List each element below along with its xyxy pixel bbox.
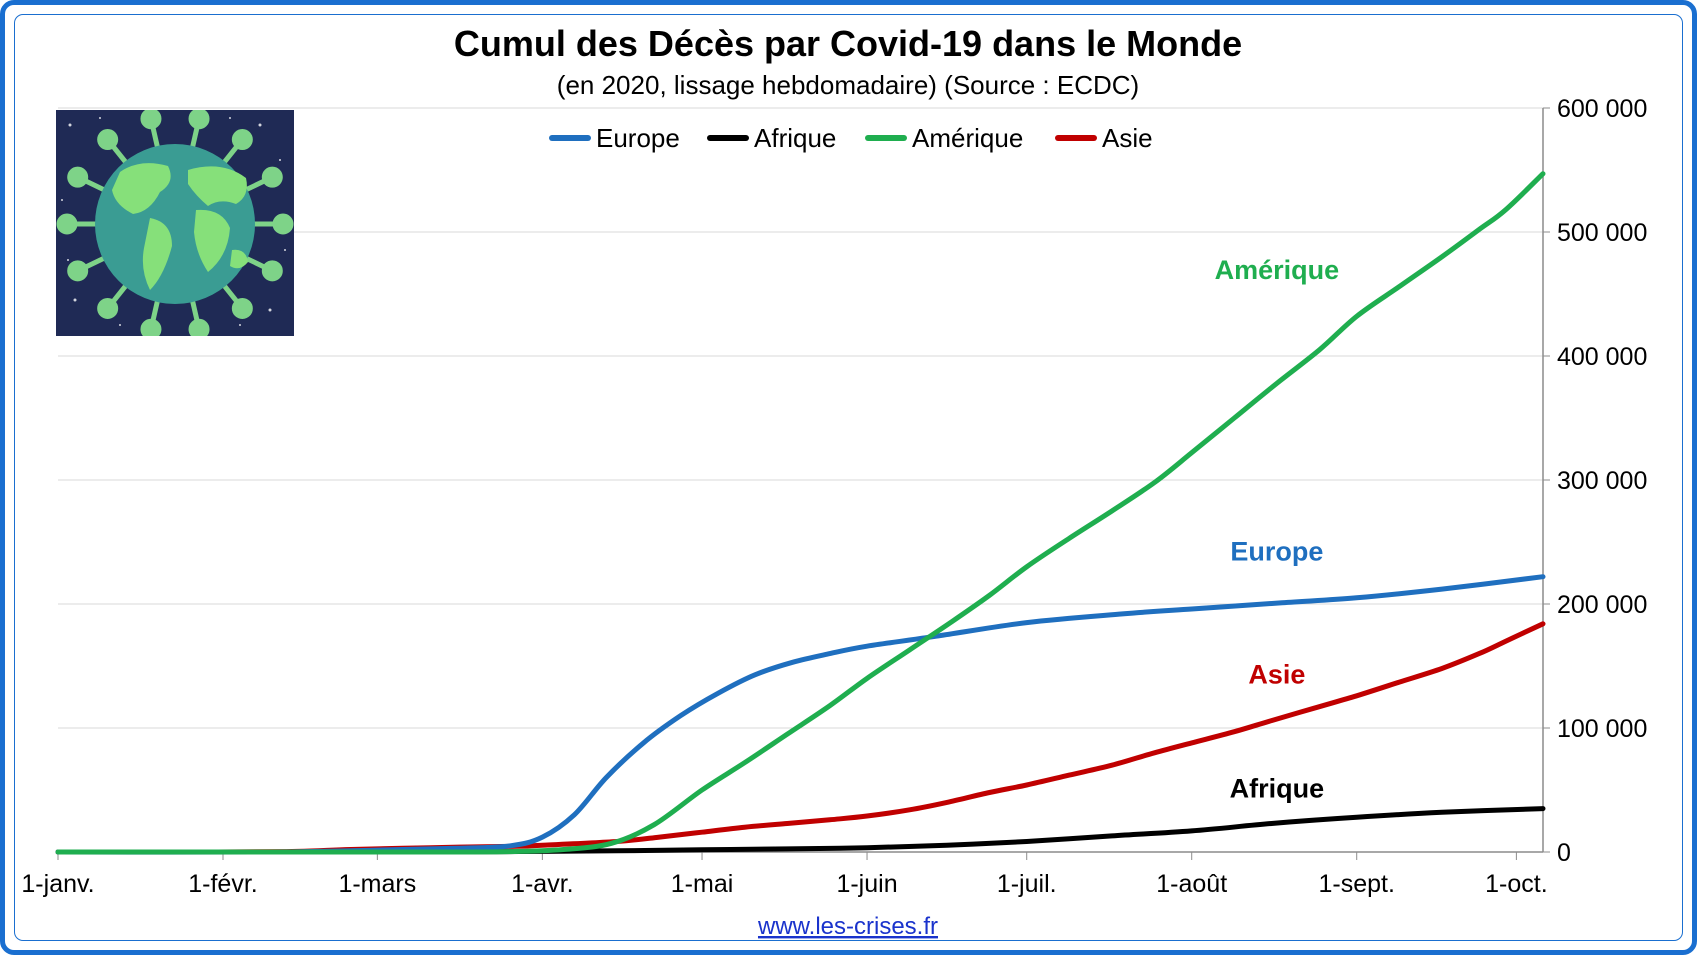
series-label-afrique: Afrique — [1230, 773, 1325, 803]
legend-entry: Amérique — [912, 123, 1023, 153]
x-tick-label: 1-janv. — [21, 870, 94, 898]
series-label-asie: Asie — [1248, 659, 1305, 689]
y-tick-label: 400 000 — [1557, 343, 1647, 371]
y-tick-label: 500 000 — [1557, 219, 1647, 247]
chart-subtitle: (en 2020, lissage hebdomadaire) (Source … — [557, 70, 1139, 100]
x-tick-label: 1-avr. — [511, 870, 574, 898]
series-label-amerique: Amérique — [1215, 255, 1340, 285]
x-tick-label: 1-août — [1156, 870, 1227, 898]
series-line-europe — [55, 574, 1546, 855]
y-tick-label: 300 000 — [1557, 467, 1647, 495]
x-tick-label: 1-févr. — [188, 870, 257, 898]
y-tick-label: 100 000 — [1557, 715, 1647, 743]
series-line-amerique — [55, 171, 1546, 855]
legend-entry: Europe — [596, 123, 680, 153]
x-tick-label: 1-mai — [671, 870, 734, 898]
series-label-europe: Europe — [1230, 537, 1323, 567]
chart-title: Cumul des Décès par Covid-19 dans le Mon… — [454, 23, 1242, 64]
legend: Europe Afrique Amérique Asie — [549, 123, 1153, 153]
x-tick-label: 1-mars — [338, 870, 416, 898]
x-tick-label: 1-sept. — [1318, 870, 1394, 898]
legend-entry: Afrique — [754, 123, 836, 153]
series-labels: Europe Afrique Amérique Asie — [1215, 255, 1340, 803]
series-line-afrique — [55, 806, 1546, 855]
legend-entry: Asie — [1102, 123, 1153, 153]
x-tick-label: 1-juin — [836, 870, 897, 898]
y-tick-labels: 0 100 000 200 000 300 000 400 000 500 000 600 … — [1543, 95, 1647, 867]
x-tick-labels: 1-janv. 1-févr. 1-mars 1-avr. 1-mai 1-juin 1-j… — [21, 852, 1548, 898]
y-tick-label: 600 000 — [1557, 95, 1647, 123]
x-tick-label: 1-oct. — [1485, 870, 1548, 898]
source-link[interactable]: www.les-crises.fr — [757, 913, 938, 940]
y-tick-label: 0 — [1557, 839, 1571, 867]
x-tick-label: 1-juil. — [997, 870, 1057, 898]
y-tick-label: 200 000 — [1557, 591, 1647, 619]
series-lines — [55, 171, 1546, 855]
globe-virus-icon — [56, 110, 294, 336]
